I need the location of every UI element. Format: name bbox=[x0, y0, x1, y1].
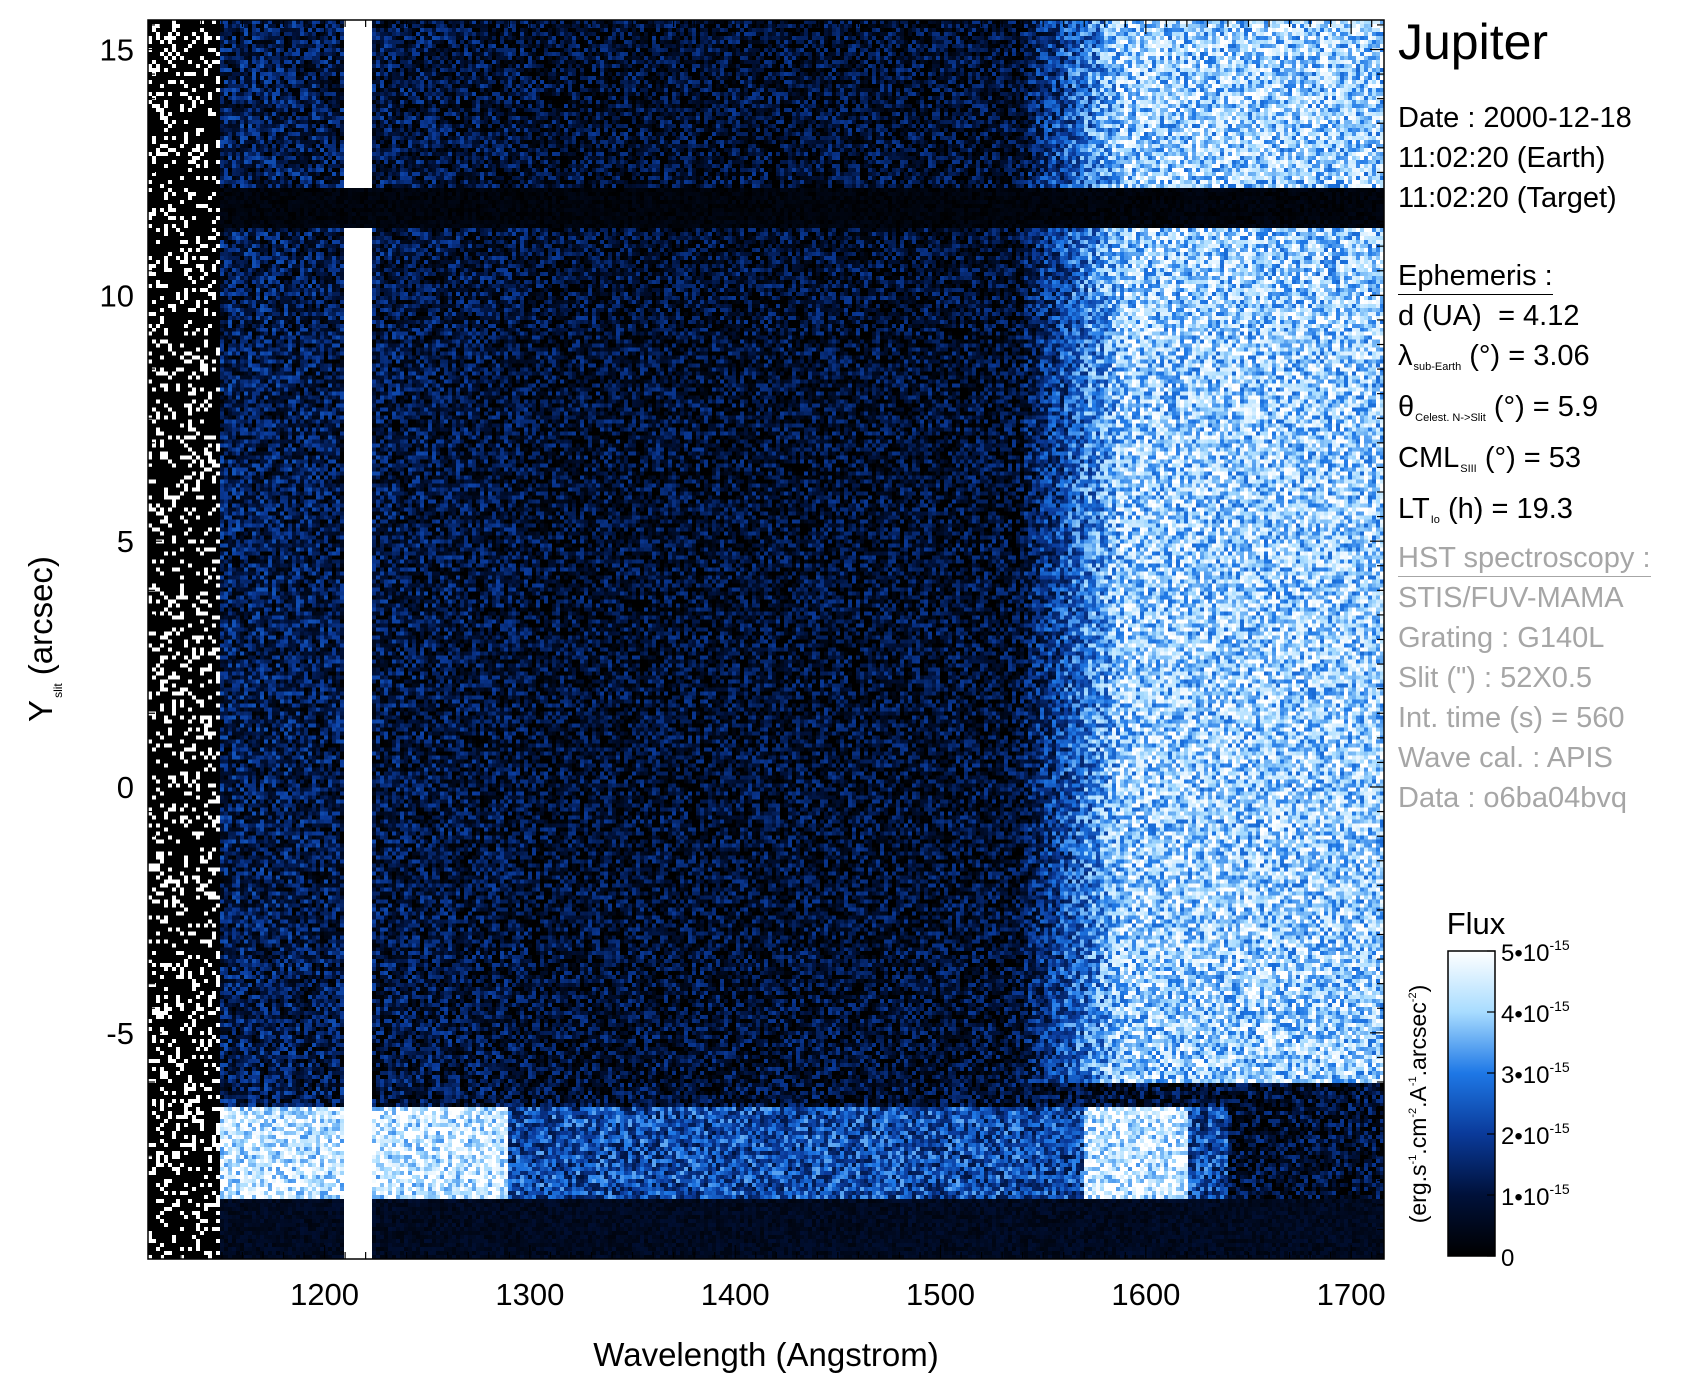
y-axis-label: Yslit (arcsec) bbox=[22, 556, 65, 722]
target-title: Jupiter bbox=[1398, 14, 1549, 70]
colorbar-title: Flux bbox=[1447, 906, 1506, 941]
target-time-line: 11:02:20 (Target) bbox=[1398, 182, 1617, 214]
cml-subscript: SIII bbox=[1460, 463, 1477, 475]
x-axis-ticks: 1200 1300 1400 1500 1600 1700 bbox=[159, 20, 1386, 1312]
x-tick-label: 1400 bbox=[701, 1277, 770, 1312]
y-axis-label-main: Y bbox=[22, 700, 59, 722]
distance-label: d (UA) bbox=[1398, 300, 1482, 332]
colorbar-tick-label: 4•10-15 bbox=[1501, 998, 1570, 1028]
cml-value: = 53 bbox=[1523, 442, 1582, 474]
colorbar-tick-label: 1•10-15 bbox=[1501, 1181, 1570, 1211]
colorbar bbox=[1447, 950, 1496, 1257]
y-axis-label-unit: (arcsec) bbox=[22, 556, 59, 675]
colorbar-tick-exponent: -15 bbox=[1549, 1120, 1569, 1136]
cbar-unit-part-2: .cm bbox=[1405, 1118, 1431, 1155]
cbar-unit-close: ) bbox=[1405, 985, 1431, 993]
lt-subscript: Io bbox=[1430, 514, 1440, 526]
colorbar-tick-label: 3•10-15 bbox=[1501, 1059, 1570, 1089]
colorbar-tick-label: 2•10-15 bbox=[1501, 1120, 1570, 1150]
lambda-row: λsub-Earth (°) = 3.06 bbox=[1398, 336, 1598, 387]
colorbar-tick-exponent: -15 bbox=[1549, 998, 1569, 1014]
x-tick-label: 1600 bbox=[1111, 1277, 1180, 1312]
theta-symbol: θ bbox=[1398, 391, 1415, 423]
x-tick-label: 1300 bbox=[495, 1277, 564, 1312]
lt-value: = 19.3 bbox=[1491, 493, 1573, 525]
cbar-unit-sup-3: -1 bbox=[1407, 1076, 1419, 1086]
int-time-line: Int. time (s) = 560 bbox=[1398, 702, 1625, 734]
lt-label: LT bbox=[1398, 493, 1430, 525]
wave-cal-line: Wave cal. : APIS bbox=[1398, 742, 1613, 774]
grating-line: Grating : G140L bbox=[1398, 622, 1605, 654]
theta-value: = 5.9 bbox=[1532, 391, 1599, 423]
cbar-unit-sup-4: -2 bbox=[1407, 992, 1419, 1002]
colorbar-tick-exponent: -15 bbox=[1549, 1059, 1569, 1075]
colorbar-tick-label: 5•10-15 bbox=[1501, 937, 1570, 967]
cbar-unit-part-3: .A bbox=[1405, 1085, 1431, 1107]
colorbar-tick-mantissa: 3•10 bbox=[1501, 1062, 1549, 1089]
heatmap-image bbox=[148, 20, 1384, 1259]
x-tick-label: 1500 bbox=[906, 1277, 975, 1312]
colorbar-tick-mantissa: 2•10 bbox=[1501, 1123, 1549, 1150]
lt-unit: (h) bbox=[1447, 493, 1484, 525]
y-axis-label-subscript: slit bbox=[51, 683, 65, 698]
lt-row: LTIo (h) = 19.3 bbox=[1398, 489, 1598, 540]
distance-row: d (UA) = 4.12 bbox=[1398, 296, 1598, 336]
lambda-unit: (°) bbox=[1469, 340, 1501, 372]
y-tick-label: -5 bbox=[106, 1016, 134, 1051]
x-axis-label: Wavelength (Angstrom) bbox=[593, 1336, 938, 1373]
x-tick-label: 1200 bbox=[290, 1277, 359, 1312]
y-tick-label: 15 bbox=[100, 33, 134, 68]
theta-row: θCelest. N->Slit (°) = 5.9 bbox=[1398, 387, 1598, 438]
lambda-value: = 3.06 bbox=[1508, 340, 1590, 372]
cml-row: CMLSIII (°) = 53 bbox=[1398, 438, 1598, 489]
colorbar-tick-exponent: -15 bbox=[1549, 937, 1569, 953]
data-id-line: Data : o6ba04bvq bbox=[1398, 782, 1627, 814]
colorbar-ticks: 01•10-152•10-153•10-154•10-155•10-15 bbox=[1487, 937, 1570, 1272]
cml-label: CML bbox=[1398, 442, 1460, 474]
colorbar-tick-exponent: -15 bbox=[1549, 1181, 1569, 1197]
hst-heading: HST spectroscopy : bbox=[1398, 540, 1651, 577]
colorbar-tick-mantissa: 4•10 bbox=[1501, 1001, 1549, 1028]
lambda-symbol: λ bbox=[1398, 340, 1413, 372]
cbar-unit-sup-2: -2 bbox=[1407, 1108, 1419, 1118]
y-tick-label: 10 bbox=[100, 278, 134, 313]
y-axis-ticks: 15 10 5 0 -5 bbox=[100, 24, 1384, 1255]
ephemeris-heading: Ephemeris : bbox=[1398, 258, 1553, 295]
earth-time-line: 11:02:20 (Earth) bbox=[1398, 142, 1606, 174]
lambda-subscript: sub-Earth bbox=[1413, 361, 1462, 373]
date-line: Date : 2000-12-18 bbox=[1398, 102, 1632, 134]
colorbar-unit-label: (erg.s-1.cm-2.A-1.arcsec-2) bbox=[1405, 985, 1431, 1224]
y-tick-label: 0 bbox=[117, 770, 134, 805]
colorbar-tick-mantissa: 5•10 bbox=[1501, 940, 1549, 967]
cbar-unit-part-4: .arcsec bbox=[1405, 1002, 1431, 1076]
cbar-unit-sup-1: -1 bbox=[1407, 1155, 1419, 1165]
date-block: Date : 2000-12-18 11:02:20 (Earth) 11:02… bbox=[1398, 98, 1632, 218]
hst-block: HST spectroscopy : STIS/FUV-MAMA Grating… bbox=[1398, 538, 1651, 818]
colorbar-tick-label: 0 bbox=[1501, 1245, 1514, 1272]
y-tick-label: 5 bbox=[117, 524, 134, 559]
colorbar-tick-mantissa: 1•10 bbox=[1501, 1184, 1549, 1211]
x-tick-label: 1700 bbox=[1317, 1277, 1386, 1312]
cml-unit: (°) bbox=[1484, 442, 1516, 474]
ephemeris-block: Ephemeris : d (UA) = 4.12 λsub-Earth (°)… bbox=[1398, 256, 1598, 540]
theta-subscript: Celest. N->Slit bbox=[1415, 412, 1486, 424]
instrument-line: STIS/FUV-MAMA bbox=[1398, 582, 1624, 614]
slit-line: Slit (") : 52X0.5 bbox=[1398, 662, 1593, 694]
theta-unit: (°) bbox=[1493, 391, 1525, 423]
distance-value: = 4.12 bbox=[1498, 300, 1580, 332]
